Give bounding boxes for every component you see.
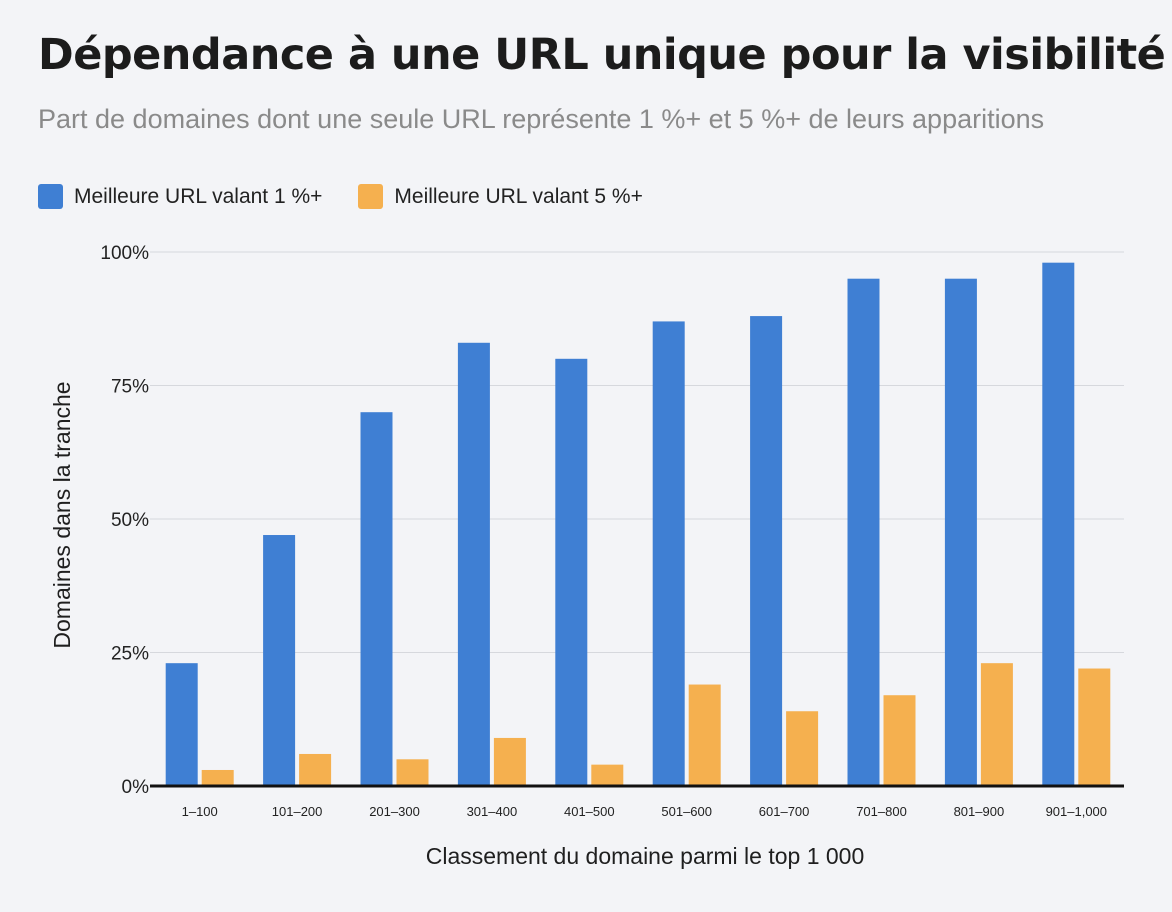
x-tick-label: 601–700 — [759, 804, 810, 819]
bar-1pct — [847, 278, 880, 786]
x-tick-label: 801–900 — [954, 804, 1005, 819]
y-tick-label: 100% — [100, 243, 149, 264]
bar-1pct — [360, 412, 393, 786]
x-tick-label: 201–300 — [369, 804, 420, 819]
x-tick-label: 301–400 — [467, 804, 518, 819]
chart-subtitle: Part de domaines dont une seule URL repr… — [38, 104, 1045, 134]
bar-1pct — [1042, 262, 1075, 786]
legend-item-1pct: Meilleure URL valant 1 %+ — [38, 184, 322, 209]
x-tick-label: 101–200 — [272, 804, 323, 819]
bar-5pct — [786, 711, 819, 786]
legend-swatch-1pct — [38, 184, 63, 209]
x-tick-label: 401–500 — [564, 804, 615, 819]
legend-item-5pct: Meilleure URL valant 5 %+ — [358, 184, 643, 209]
x-axis-title: Classement du domaine parmi le top 1 000 — [426, 843, 865, 869]
x-tick-label: 901–1,000 — [1046, 804, 1107, 819]
bar-5pct — [299, 753, 332, 786]
bar-5pct — [396, 759, 429, 786]
bar-5pct — [688, 684, 721, 786]
y-axis-title: Domaines dans la tranche — [49, 381, 75, 648]
legend-label-1pct: Meilleure URL valant 1 %+ — [74, 184, 323, 208]
bar-5pct — [1078, 668, 1111, 786]
bar-5pct — [493, 737, 526, 786]
bar-1pct — [652, 321, 685, 786]
legend-swatch-5pct — [358, 184, 384, 209]
y-tick-label: 0% — [122, 777, 150, 798]
bar-5pct — [591, 764, 624, 786]
y-tick-label: 50% — [111, 510, 149, 531]
chart-title: Dépendance à une URL unique pour la visi… — [38, 30, 1166, 80]
x-tick-label: 1–100 — [182, 804, 218, 819]
bar-1pct — [750, 316, 783, 786]
bar-1pct — [457, 342, 490, 786]
y-tick-label: 25% — [111, 644, 149, 665]
bar-1pct — [165, 663, 198, 786]
bar-1pct — [944, 278, 977, 786]
bar-5pct — [883, 695, 916, 786]
legend-label-5pct: Meilleure URL valant 5 %+ — [394, 184, 643, 208]
legend: Meilleure URL valant 1 %+ Meilleure URL … — [38, 184, 679, 209]
x-tick-label: 701–800 — [856, 804, 907, 819]
bar-1pct — [555, 358, 588, 786]
x-tick-label: 501–600 — [661, 804, 712, 819]
bar-1pct — [263, 535, 296, 786]
y-tick-label: 75% — [111, 377, 149, 398]
bar-5pct — [201, 769, 234, 786]
bar-5pct — [980, 663, 1013, 786]
